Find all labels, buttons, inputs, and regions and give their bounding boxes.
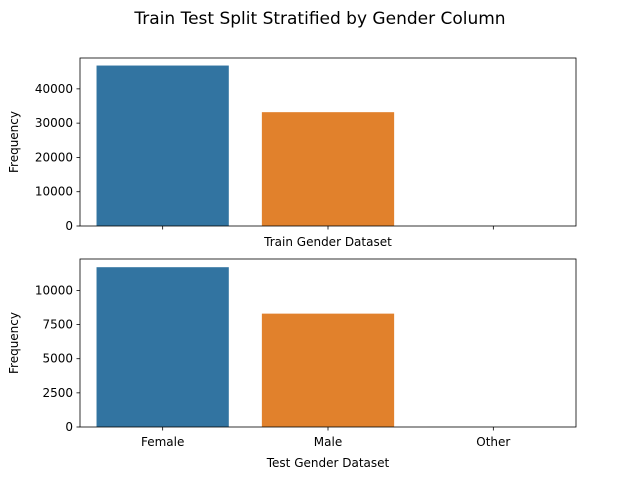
train-chart: 0 10000 20000 30000 40000 Train Gender Datase… xyxy=(7,57,577,249)
test-bar-male xyxy=(261,313,395,427)
train-bar-male xyxy=(261,112,395,226)
test-ytick-label: 10000 xyxy=(35,283,73,297)
test-xtick-label-male: Male xyxy=(314,435,342,449)
train-ytick-label: 40000 xyxy=(35,82,73,96)
test-xlabel: Test Gender Dataset xyxy=(266,456,390,470)
test-bar-female xyxy=(96,267,229,427)
train-xlabel: Train Gender Dataset xyxy=(263,235,392,249)
test-ytick-label: 2500 xyxy=(42,386,73,400)
train-ytick-label: 10000 xyxy=(35,185,73,199)
test-ytick-label: 7500 xyxy=(42,318,73,332)
train-bar-female xyxy=(96,65,229,227)
figure-title: Train Test Split Stratified by Gender Co… xyxy=(133,9,505,29)
train-ytick-label: 0 xyxy=(65,219,73,233)
test-xtick-label-female: Female xyxy=(141,435,184,449)
train-ytick-label: 30000 xyxy=(35,116,73,130)
test-ytick-label: 0 xyxy=(65,420,73,434)
train-ylabel: Frequency xyxy=(7,111,21,173)
test-ytick-label: 5000 xyxy=(42,352,73,366)
train-ytick-label: 20000 xyxy=(35,150,73,164)
test-chart: 0 2500 5000 7500 10000 Female Male Other Test Ge… xyxy=(7,258,577,470)
test-ylabel: Frequency xyxy=(7,312,21,374)
test-xtick-label-other: Other xyxy=(476,435,510,449)
